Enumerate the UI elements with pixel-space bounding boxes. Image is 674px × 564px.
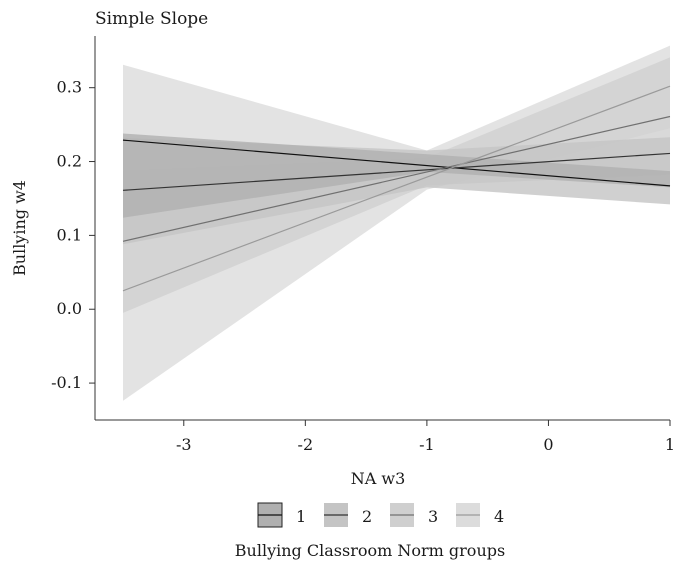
y-tick-label: 0.3 [57,78,82,97]
x-axis-label: NA w3 [351,469,406,488]
y-tick-label: 0.0 [57,299,82,318]
y-axis-ticks: -0.1 0.0 0.1 0.2 0.3 [51,78,95,392]
legend-label-4: 4 [494,507,504,526]
x-axis-ticks: -3 -2 -1 0 1 [176,420,674,454]
slope-line-group-1 [122,139,671,187]
x-tick-label: -2 [298,435,314,454]
legend-label-1: 1 [296,507,306,526]
legend-title: Bullying Classroom Norm groups [235,541,505,560]
chart-title: Simple Slope [95,9,208,29]
y-tick-label: 0.1 [57,225,82,244]
slope-line-group-4 [122,85,671,292]
legend: 1 2 3 4 [257,502,504,528]
x-tick-label: -3 [176,435,192,454]
confidence-band-group-1 [123,133,670,218]
y-tick-label: 0.2 [57,152,82,171]
slope-line-group-3 [122,115,671,242]
x-tick-label: -1 [419,435,435,454]
legend-label-3: 3 [428,507,438,526]
legend-label-2: 2 [362,507,372,526]
slope-line-group-2 [122,152,671,191]
x-tick-label: 1 [665,435,674,454]
x-tick-label: 0 [543,435,553,454]
y-axis-label: Bullying w4 [10,180,29,276]
plot-area [122,45,671,401]
y-tick-label: -0.1 [51,373,82,392]
